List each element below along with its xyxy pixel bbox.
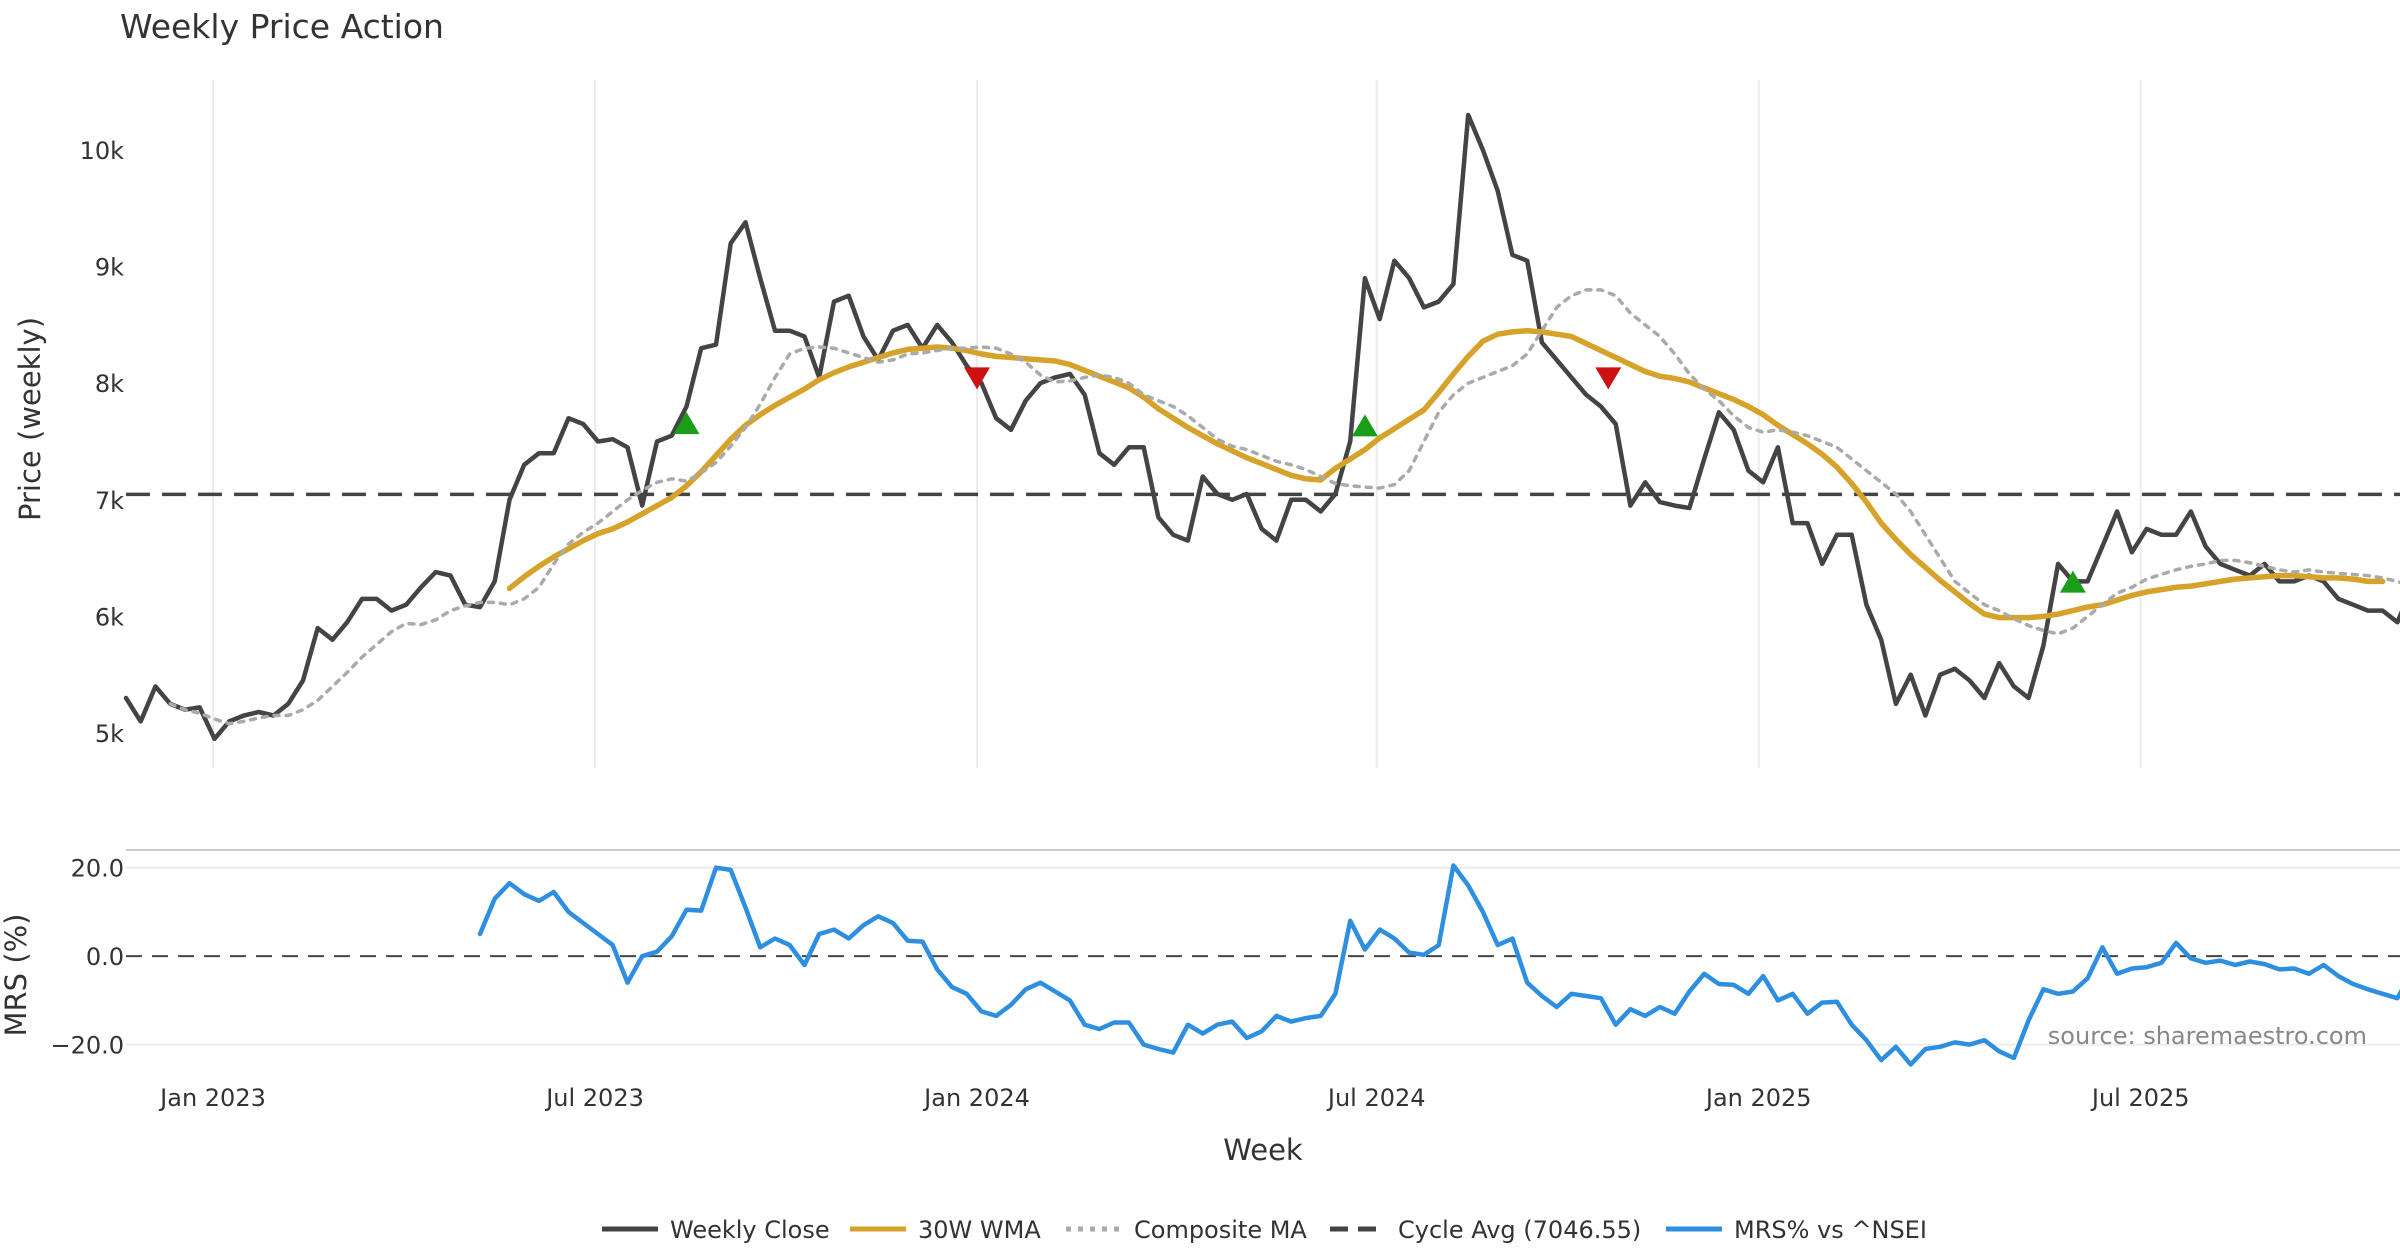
mrs-y-tick-label: −20.0 — [50, 1032, 124, 1060]
price-y-axis-label: Price (weekly) — [13, 317, 47, 521]
x-tick-label: Jan 2025 — [1704, 1084, 1812, 1112]
mrs-y-axis-label: MRS (%) — [0, 914, 33, 1037]
mrs-line — [477, 863, 2400, 1067]
30w-wma-line — [506, 327, 2386, 621]
legend-label: Cycle Avg (7046.55) — [1398, 1216, 1641, 1244]
x-tick-label: Jan 2024 — [922, 1084, 1030, 1112]
x-tick-label: Jul 2024 — [1326, 1084, 1426, 1112]
x-tick-label: Jan 2023 — [158, 1084, 266, 1112]
legend-label: MRS% vs ^NSEI — [1734, 1216, 1927, 1244]
price-y-tick-label: 7k — [95, 487, 124, 515]
mrs-y-tick-label: 20.0 — [71, 855, 124, 883]
price-y-tick-label: 8k — [95, 370, 124, 398]
mrs-y-tick-label: 0.0 — [86, 943, 124, 971]
price-y-tick-label: 9k — [95, 254, 124, 282]
legend-label: 30W WMA — [918, 1216, 1041, 1244]
sell-signal-marker — [964, 367, 991, 390]
buy-signal-marker — [673, 412, 700, 434]
x-tick-label: Jul 2025 — [2090, 1084, 2190, 1112]
legend-label: Weekly Close — [670, 1216, 830, 1244]
price-y-tick-label: 10k — [80, 137, 125, 165]
sell-signal-marker — [1595, 367, 1622, 390]
buy-signal-marker — [1351, 414, 1378, 437]
weekly-close-line — [123, 112, 2400, 742]
x-axis-label: Week — [1223, 1133, 1303, 1167]
source-note: source: sharemaestro.com — [2048, 1022, 2367, 1050]
price-y-tick-label: 6k — [95, 603, 124, 631]
legend-label: Composite MA — [1134, 1216, 1307, 1244]
buy-signal-marker — [2059, 570, 2086, 593]
chart-title: Weekly Price Action — [120, 7, 444, 46]
x-tick-label: Jul 2023 — [544, 1084, 644, 1112]
price-y-tick-label: 5k — [95, 720, 124, 748]
composite-ma-line — [168, 288, 2400, 726]
